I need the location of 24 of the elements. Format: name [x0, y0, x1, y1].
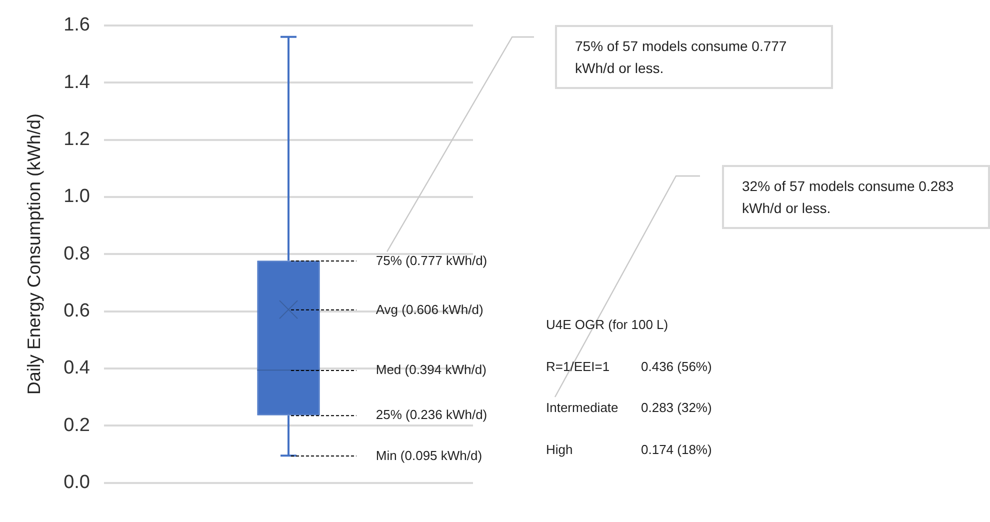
text: R=1/EEI=1	[546, 358, 610, 376]
y-tick-label: 0.8	[64, 243, 90, 264]
y-axis-title: Daily Energy Consumption (kWh/d)	[24, 114, 44, 395]
text: High	[546, 441, 573, 459]
y-tick-label: 0.2	[64, 414, 90, 436]
text: 32% of 57 models consume 0.283 kWh/d or less.	[722, 165, 990, 229]
annotation: 25% (0.236 kWh/d)	[376, 406, 488, 424]
text: Intermediate	[546, 399, 618, 417]
text: 0.283 (32%)	[641, 399, 712, 417]
text: U4E OGR (for 100 L)	[546, 316, 668, 334]
y-tick-label: 1.6	[64, 14, 90, 36]
annotation: 75% (0.777 kWh/d)	[376, 252, 488, 270]
y-tick-label: 0.4	[64, 358, 90, 379]
y-tick-label: 0.6	[64, 300, 90, 322]
annotation: Min (0.095 kWh/d)	[376, 446, 482, 465]
text: 75% of 57 models consume 0.777 kWh/d or less.	[555, 25, 833, 89]
y-tick-label: 1.0	[64, 186, 90, 208]
annotation: Avg (0.606 kWh/d)	[376, 300, 484, 319]
y-tick-label: 0.0	[64, 472, 90, 494]
text: 0.436 (56%)	[641, 358, 712, 376]
y-tick-label: 1.2	[64, 128, 90, 150]
text: 0.174 (18%)	[641, 441, 712, 459]
y-tick-label: 1.4	[64, 72, 90, 93]
annotation: Med (0.394 kWh/d)	[376, 361, 486, 380]
